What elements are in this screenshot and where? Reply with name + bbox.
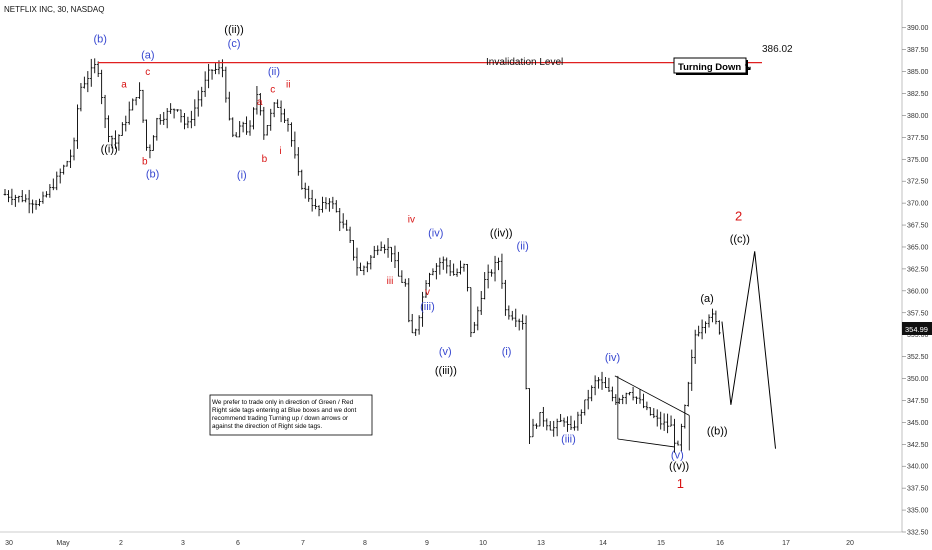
wave-label: v	[425, 287, 430, 298]
wave-label: ((v))	[669, 461, 689, 473]
wave-label: ((iv))	[490, 227, 513, 239]
chart-title: NETFLIX INC, 30, NASDAQ	[4, 5, 104, 14]
price-tick-label: 355.00	[907, 332, 929, 339]
wave-label: iv	[408, 214, 415, 225]
price-tick-label: 367.50	[907, 223, 929, 230]
price-tick-label: 350.00	[907, 376, 929, 383]
time-axis: 30 May 2 3 6 7 8 9 10 13 14 15 16 17 20	[0, 531, 902, 547]
price-tick-label: 340.00	[907, 464, 929, 471]
price-tick-label: 337.50	[907, 486, 929, 493]
wedge-lines	[614, 375, 690, 451]
wedge-upper-line	[614, 375, 690, 416]
wave-label: (b)	[93, 34, 106, 46]
wave-label: (v)	[671, 449, 684, 461]
price-tick-label: 332.50	[907, 530, 929, 537]
wave-label: ((iii))	[435, 365, 457, 377]
time-tick-label: 16	[716, 540, 724, 547]
wave-label: (a)	[141, 49, 154, 61]
note-line-2: Right side tags entering at Blue boxes a…	[212, 407, 356, 414]
wave-label: a	[121, 79, 127, 90]
price-tick-label: 372.50	[907, 179, 929, 186]
price-tick-label: 377.50	[907, 135, 929, 142]
wave-label: (ii)	[517, 241, 529, 253]
price-axis: 390.00 387.50 385.00 382.50 380.00 377.50 375.…	[901, 0, 929, 537]
time-tick-label: 14	[599, 540, 607, 547]
wave-label: c	[270, 85, 275, 96]
price-tick-label: 370.00	[907, 201, 929, 208]
time-tick-label: 2	[119, 540, 123, 547]
price-tick-label: 365.00	[907, 244, 929, 251]
price-tick-label: 387.50	[907, 47, 929, 54]
wave-label: ((b))	[707, 426, 728, 438]
wave-label: 1	[677, 476, 684, 491]
time-tick-label: 13	[537, 540, 545, 547]
note-line-1: We prefer to trade only in direction of …	[212, 399, 354, 406]
price-tick-label: 345.00	[907, 420, 929, 427]
price-bars	[3, 58, 721, 453]
time-tick-label: May	[56, 540, 70, 547]
last-price-value: 354.99	[905, 325, 928, 334]
wave-label: 2	[735, 209, 742, 224]
wave-label: ii	[286, 79, 290, 90]
wave-label: (iii)	[420, 301, 435, 313]
wave-label: b	[262, 154, 268, 165]
projection-path	[721, 251, 777, 449]
time-tick-label: 20	[846, 540, 854, 547]
time-tick-label: 15	[657, 540, 665, 547]
note-line-4: against the direction of Right side tags…	[212, 423, 322, 430]
wave-label: b	[142, 157, 148, 168]
turning-down-text: Turning Down ↘	[678, 62, 752, 73]
time-tick-label: 9	[425, 540, 429, 547]
note-box: We prefer to trade only in direction of …	[209, 394, 373, 436]
price-tick-label: 375.00	[907, 157, 929, 164]
time-tick-label: 8	[363, 540, 367, 547]
price-tick-label: 352.50	[907, 354, 929, 361]
price-tick-label: 335.00	[907, 508, 929, 515]
price-tick-label: 390.00	[907, 25, 929, 32]
invalidation-price: 386.02	[762, 44, 793, 55]
price-tick-label: 347.50	[907, 398, 929, 405]
time-tick-label: 7	[301, 540, 305, 547]
price-tick-label: 360.00	[907, 288, 929, 295]
wave-label: (ii)	[268, 66, 280, 78]
wave-label: ((i))	[101, 143, 118, 155]
last-price-tag: 354.99	[902, 322, 932, 335]
wave-label: (v)	[439, 346, 452, 358]
wave-label: (i)	[502, 346, 512, 358]
time-tick-label: 30	[5, 540, 13, 547]
time-tick-label: 17	[782, 540, 790, 547]
projection-line	[721, 251, 777, 449]
wave-label: a	[257, 97, 263, 108]
wave-label: i	[279, 146, 281, 157]
wave-label: c	[145, 67, 150, 78]
price-tick-label: 362.50	[907, 266, 929, 273]
wave-label: (c)	[228, 38, 241, 50]
price-tick-label: 382.50	[907, 91, 929, 98]
wave-label: (iv)	[428, 227, 443, 239]
wave-label: ((c))	[730, 234, 750, 246]
invalidation-label: Invalidation Level	[486, 57, 563, 68]
wave-label: (b)	[146, 169, 159, 181]
price-tick-label: 380.00	[907, 113, 929, 120]
turning-down-box: Turning Down ↘	[673, 57, 752, 75]
note-line-3: recommend trading Turning up / down arro…	[212, 415, 349, 422]
time-tick-label: 10	[479, 540, 487, 547]
time-tick-label: 3	[181, 540, 185, 547]
wave-label: (iii)	[561, 434, 576, 446]
wave-label: (i)	[237, 170, 247, 182]
wave-label: (iv)	[605, 352, 620, 364]
time-tick-label: 6	[236, 540, 240, 547]
wave-label: iii	[387, 276, 394, 287]
price-tick-label: 385.00	[907, 69, 929, 76]
price-tick-label: 342.50	[907, 442, 929, 449]
wave-labels: (b)((i))a(a)cb(b)((ii))(c)(i)(ii)ac iibii…	[93, 24, 749, 491]
wave-label: ((ii))	[224, 24, 244, 36]
price-tick-label: 357.50	[907, 310, 929, 317]
wave-label: (a)	[700, 293, 713, 305]
wedge-lower-line	[617, 438, 675, 448]
